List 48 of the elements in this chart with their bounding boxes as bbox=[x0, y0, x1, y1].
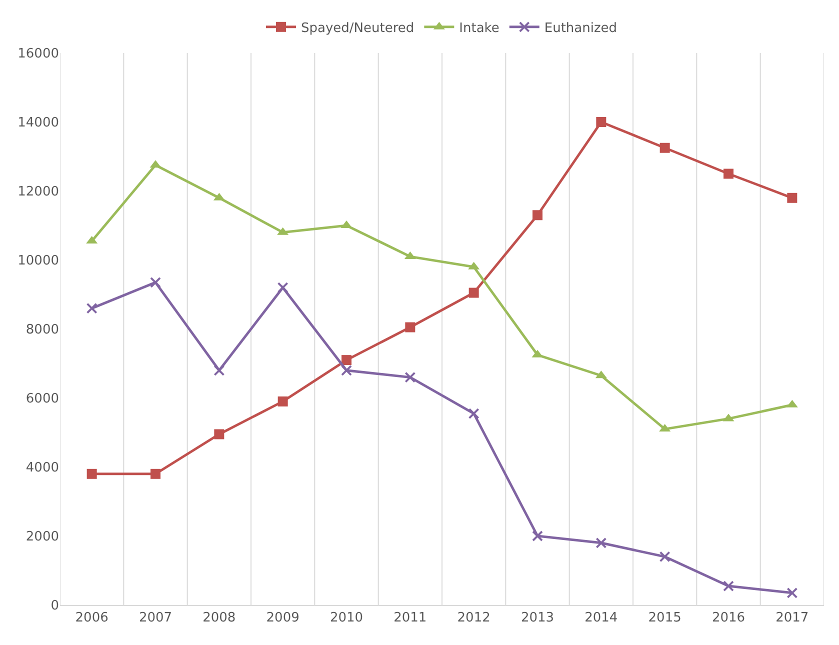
point bbox=[86, 468, 97, 479]
y-tick-label: 4000 bbox=[26, 460, 59, 476]
point bbox=[723, 580, 734, 592]
x-tick-label: 2017 bbox=[776, 610, 809, 626]
point bbox=[341, 364, 352, 376]
legend-label: Intake bbox=[459, 20, 500, 36]
point bbox=[532, 210, 542, 220]
x-tick-label: 2012 bbox=[457, 610, 490, 626]
point bbox=[278, 396, 288, 406]
x-tick-label: 2014 bbox=[584, 610, 618, 626]
x-tick-label: 2015 bbox=[648, 610, 682, 626]
point bbox=[596, 537, 607, 548]
x-tick-label: 2010 bbox=[330, 610, 364, 626]
x-tick-label: 2016 bbox=[712, 610, 746, 626]
point bbox=[596, 117, 606, 127]
x-tick-label: 2009 bbox=[266, 610, 300, 626]
y-tick-label: 6000 bbox=[26, 392, 59, 407]
point bbox=[786, 587, 798, 598]
point bbox=[405, 322, 416, 332]
point bbox=[468, 408, 480, 420]
point bbox=[150, 276, 161, 288]
point bbox=[342, 355, 352, 366]
x-tick-label: 2006 bbox=[75, 610, 108, 626]
point bbox=[532, 530, 543, 542]
point bbox=[468, 288, 479, 298]
legend-label: Spayed/Neutered bbox=[301, 20, 414, 36]
y-tick-label: 2000 bbox=[26, 530, 59, 545]
point bbox=[660, 142, 670, 153]
point bbox=[404, 372, 416, 383]
point bbox=[659, 551, 670, 562]
x-tick-label: 2013 bbox=[520, 610, 554, 626]
point bbox=[724, 168, 734, 179]
y-tick-label: 12000 bbox=[18, 184, 59, 200]
point bbox=[277, 282, 288, 294]
point bbox=[86, 302, 98, 314]
x-tick-label: 2007 bbox=[138, 610, 172, 626]
point bbox=[214, 364, 225, 376]
point bbox=[150, 468, 160, 479]
y-tick-label: 10000 bbox=[18, 254, 59, 269]
y-tick-label: 0 bbox=[50, 598, 59, 614]
y-tick-label: 8000 bbox=[26, 322, 59, 338]
y-tick-label: 14000 bbox=[18, 116, 59, 131]
x-tick-label: 2011 bbox=[394, 610, 427, 626]
point bbox=[214, 429, 224, 440]
y-tick-label: 16000 bbox=[18, 46, 59, 62]
legend-label: Euthanized bbox=[544, 20, 618, 36]
x-tick-label: 2008 bbox=[202, 610, 236, 626]
point bbox=[787, 192, 798, 203]
